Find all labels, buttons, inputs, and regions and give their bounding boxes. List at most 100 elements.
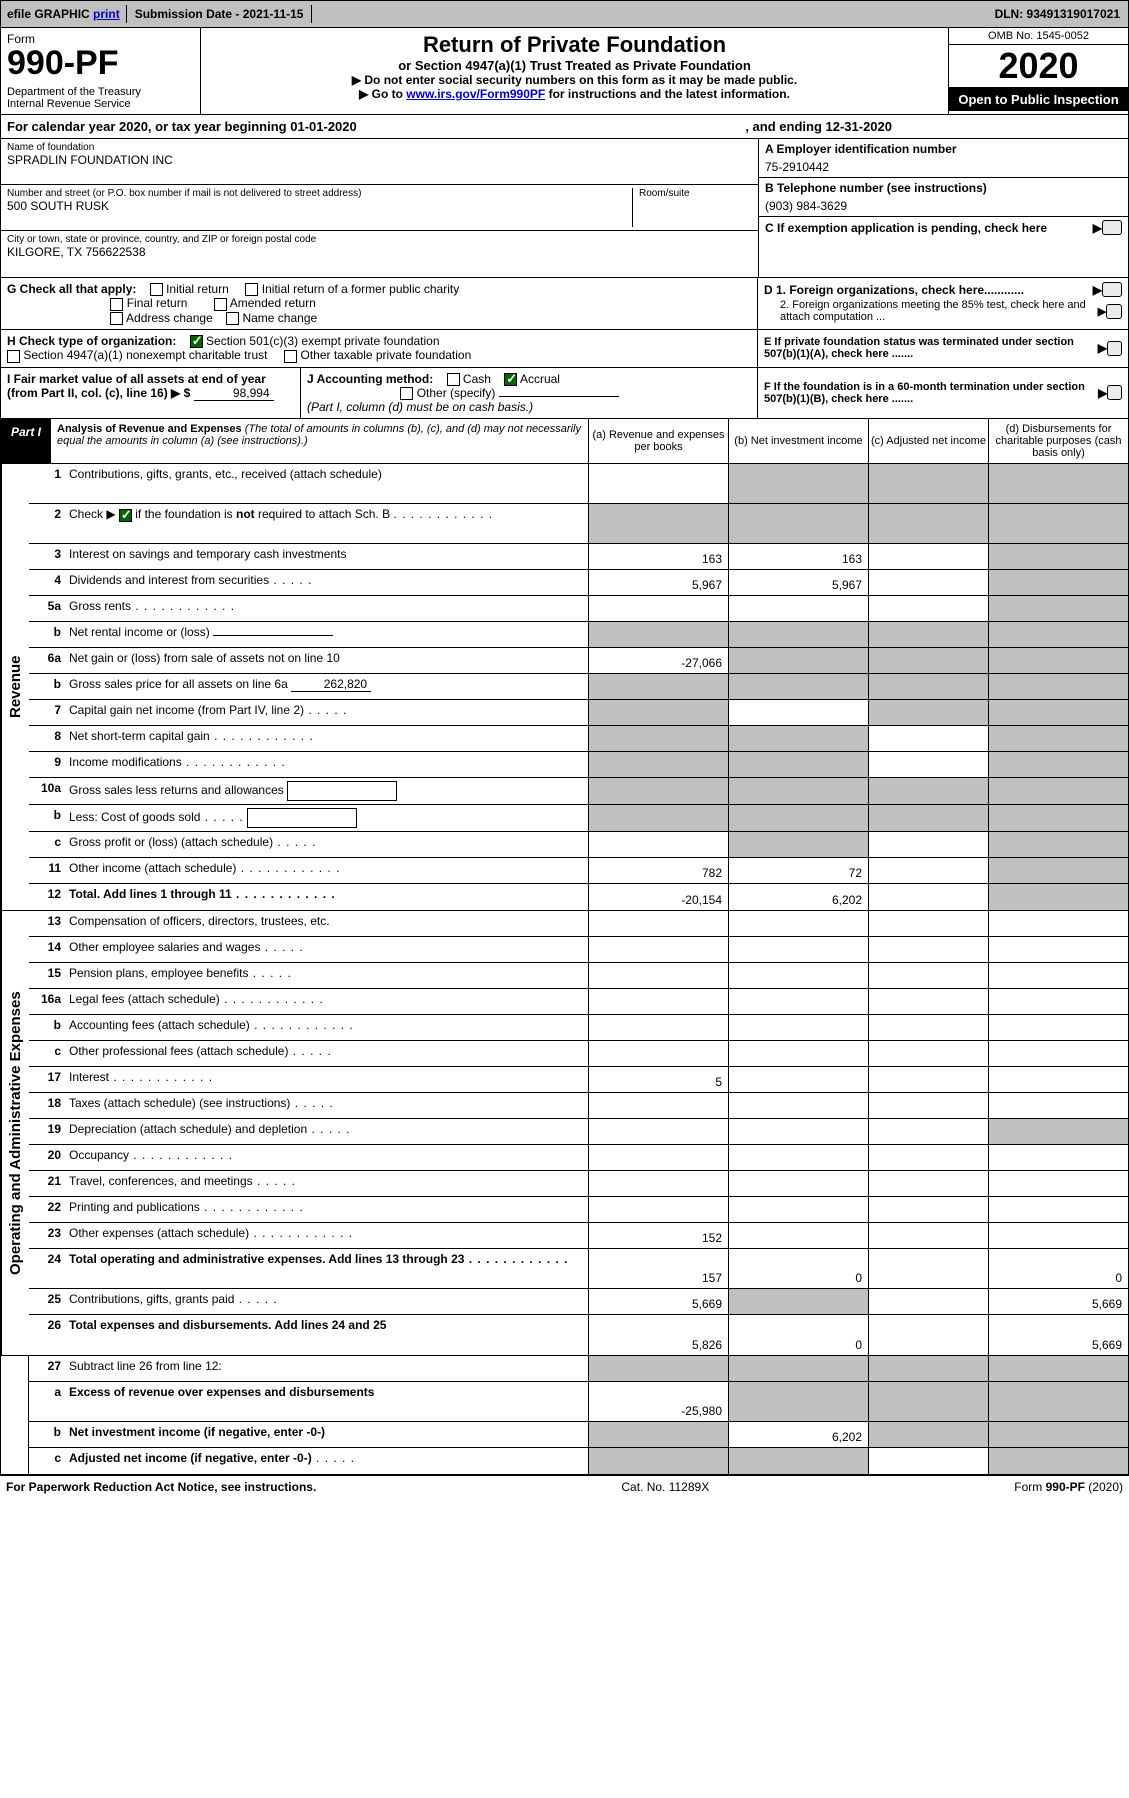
row-desc: Travel, conferences, and meetings <box>65 1171 588 1196</box>
cell-13d <box>988 911 1128 936</box>
g-initial-return-checkbox[interactable] <box>150 283 163 296</box>
cell-19c <box>868 1119 988 1144</box>
h-label: H Check type of organization: <box>7 334 176 348</box>
col-a-header: (a) Revenue and expenses per books <box>588 419 728 463</box>
cell-19a <box>588 1119 728 1144</box>
h-other-checkbox[interactable] <box>284 350 297 363</box>
row-desc: Other employee salaries and wages <box>65 937 588 962</box>
cell-5bb <box>728 622 868 647</box>
row-num: b <box>29 622 65 647</box>
row-num: 13 <box>29 911 65 936</box>
cell-16ac <box>868 989 988 1014</box>
cell-20b <box>728 1145 868 1170</box>
h-4947-checkbox[interactable] <box>7 350 20 363</box>
expenses-side-label: Operating and Administrative Expenses <box>1 911 29 1355</box>
h-501c3-checkbox[interactable] <box>190 335 203 348</box>
cell-12b: 6,202 <box>728 884 868 910</box>
e-checkbox[interactable] <box>1107 341 1122 356</box>
row-10c: c Gross profit or (loss) (attach schedul… <box>29 832 1128 858</box>
part1-title: Analysis of Revenue and Expenses (The to… <box>51 419 588 463</box>
cell-17a: 5 <box>588 1067 728 1092</box>
cell-6ad <box>988 648 1128 673</box>
h-opt-4947: Section 4947(a)(1) nonexempt charitable … <box>23 348 267 362</box>
row-3: 3 Interest on savings and temporary cash… <box>29 544 1128 570</box>
g-final-return-checkbox[interactable] <box>110 298 123 311</box>
row-num: 18 <box>29 1093 65 1118</box>
ij-block: I Fair market value of all assets at end… <box>0 368 1129 420</box>
d1-checkbox[interactable] <box>1102 282 1122 297</box>
cell-3d <box>988 544 1128 569</box>
cell-16bd <box>988 1015 1128 1040</box>
row-16b: b Accounting fees (attach schedule) <box>29 1015 1128 1041</box>
cell-27aa: -25,980 <box>588 1382 728 1421</box>
cell-24b: 0 <box>728 1249 868 1288</box>
cell-4d <box>988 570 1128 595</box>
row-num: 3 <box>29 544 65 569</box>
row-desc: Net short-term capital gain <box>65 726 588 751</box>
cell-17d <box>988 1067 1128 1092</box>
row-27c: c Adjusted net income (if negative, ente… <box>29 1448 1128 1474</box>
cell-27ba <box>588 1422 728 1447</box>
c-checkbox[interactable] <box>1102 220 1122 235</box>
g-opt-initial: Initial return <box>166 282 229 296</box>
j-accrual-checkbox[interactable] <box>504 373 517 386</box>
cell-1d <box>988 464 1128 503</box>
print-link[interactable]: print <box>93 7 120 21</box>
row-18: 18 Taxes (attach schedule) (see instruct… <box>29 1093 1128 1119</box>
row-desc: Printing and publications <box>65 1197 588 1222</box>
schb-checkbox[interactable] <box>119 509 132 522</box>
cell-10ad <box>988 778 1128 804</box>
cell-14c <box>868 937 988 962</box>
row-desc: Total operating and administrative expen… <box>65 1249 588 1288</box>
row-num: 6a <box>29 648 65 673</box>
row-21: 21 Travel, conferences, and meetings <box>29 1171 1128 1197</box>
row-10a: 10a Gross sales less returns and allowan… <box>29 778 1128 805</box>
revenue-side-label: Revenue <box>1 464 29 910</box>
g-initial-former-checkbox[interactable] <box>245 283 258 296</box>
d2-checkbox[interactable] <box>1106 304 1122 319</box>
cal-mid: , and ending <box>745 119 825 134</box>
row-num: 10a <box>29 778 65 804</box>
j-cash-checkbox[interactable] <box>447 373 460 386</box>
row-num: b <box>29 1422 65 1447</box>
cell-13c <box>868 911 988 936</box>
row-desc: Net investment income (if negative, ente… <box>65 1422 588 1447</box>
c-label: C If exemption application is pending, c… <box>765 221 1047 235</box>
row-desc: Compensation of officers, directors, tru… <box>65 911 588 936</box>
row-desc: Other expenses (attach schedule) <box>65 1223 588 1248</box>
cell-23a: 152 <box>588 1223 728 1248</box>
row-desc: Total. Add lines 1 through 11 <box>65 884 588 910</box>
instr-2: ▶ Go to www.irs.gov/Form990PF for instru… <box>211 87 938 101</box>
f-checkbox[interactable] <box>1107 385 1122 400</box>
cell-8c <box>868 726 988 751</box>
cell-14b <box>728 937 868 962</box>
g-name-change-checkbox[interactable] <box>226 312 239 325</box>
cell-5ba <box>588 622 728 647</box>
row-12: 12 Total. Add lines 1 through 11 -20,154… <box>29 884 1128 910</box>
j-label: J Accounting method: <box>307 372 433 386</box>
cell-25a: 5,669 <box>588 1289 728 1314</box>
row-19: 19 Depreciation (attach schedule) and de… <box>29 1119 1128 1145</box>
row-26: 26 Total expenses and disbursements. Add… <box>29 1315 1128 1355</box>
cell-24c <box>868 1249 988 1288</box>
cell-11c <box>868 858 988 883</box>
row-17: 17 Interest 5 <box>29 1067 1128 1093</box>
form990pf-link[interactable]: www.irs.gov/Form990PF <box>406 87 545 101</box>
arrow-icon: ▶ <box>1098 341 1107 355</box>
g-address-change-checkbox[interactable] <box>110 312 123 325</box>
cell-26d: 5,669 <box>988 1315 1128 1355</box>
row-5a: 5a Gross rents <box>29 596 1128 622</box>
cell-17c <box>868 1067 988 1092</box>
cell-12d <box>988 884 1128 910</box>
g-amended-checkbox[interactable] <box>214 298 227 311</box>
row-num: 12 <box>29 884 65 910</box>
street-address: 500 SOUTH RUSK <box>7 199 632 213</box>
cell-18c <box>868 1093 988 1118</box>
j-other-checkbox[interactable] <box>400 387 413 400</box>
cell-21c <box>868 1171 988 1196</box>
g-label: G Check all that apply: <box>7 282 136 296</box>
line27-section: 27 Subtract line 26 from line 12: a Exce… <box>0 1356 1129 1475</box>
cell-7b <box>728 700 868 725</box>
cell-1a <box>588 464 728 503</box>
row-num: b <box>29 805 65 831</box>
